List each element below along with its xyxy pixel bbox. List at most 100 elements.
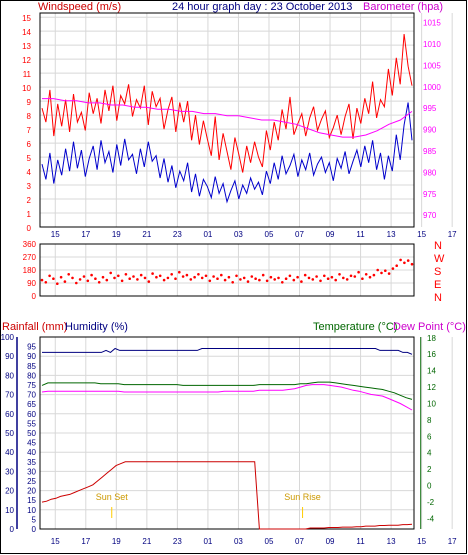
sun-annotations: Sun Set Sun Rise [96, 492, 321, 518]
barometer-tick-label: 980 [423, 168, 437, 177]
direction-point [71, 276, 74, 280]
direction-point [403, 261, 406, 265]
barometer-tick-label: 970 [423, 211, 437, 220]
barometer-axis-label: Barometer (hpa) [363, 1, 443, 13]
direction-point [372, 273, 376, 277]
barometer-tick-label: 975 [423, 190, 437, 199]
compass-label: S [434, 266, 441, 278]
direction-point [231, 281, 234, 284]
direction-point [200, 276, 204, 280]
humidity-tick-label: 60 [5, 410, 14, 419]
direction-point [78, 278, 82, 281]
direction-point [162, 278, 166, 282]
rain-tick-label: 20 [27, 487, 36, 496]
direction-point [399, 258, 402, 262]
direction-point [67, 273, 70, 276]
humidity-axis-label: Humidity (%) [65, 321, 128, 333]
direction-point [52, 277, 55, 281]
direction-point [311, 278, 315, 281]
wind-x-tick-label: 09 [326, 230, 335, 239]
humidity-tick-label: 30 [5, 467, 14, 476]
direction-point [208, 279, 212, 283]
rain-x-tick-label: 17 [81, 537, 90, 546]
compass-label: N [434, 240, 442, 252]
rain-tick-label: 85 [27, 362, 36, 371]
direction-plot-area [39, 243, 415, 297]
temperature-axis-label: Temperature (°C) [313, 321, 397, 333]
direction-point [97, 281, 101, 284]
rain-plot-area [39, 336, 415, 530]
direction-point [353, 275, 357, 278]
wind-tick-label: 5 [27, 154, 32, 163]
rain-tick-label: 15 [27, 496, 36, 505]
direction-point [239, 278, 242, 281]
direction-point [151, 272, 154, 275]
wind-x-tick-label: 01 [203, 230, 212, 239]
rain-tick-label: 45 [27, 439, 36, 448]
rain-series [41, 347, 413, 530]
direction-point [128, 277, 131, 281]
direction-point [364, 273, 368, 276]
barometer-tick-label: 1015 [423, 19, 441, 28]
direction-point [124, 273, 128, 276]
direction-point [216, 277, 219, 281]
direction-point [330, 275, 334, 279]
dewpoint-axis-label: Dew Point (°C) [393, 321, 466, 333]
direction-tick-label: 180 [23, 266, 37, 275]
direction-point [136, 278, 139, 281]
direction-point [235, 274, 238, 278]
direction-tick-labels: 0 90 180 270 360 [23, 240, 37, 301]
rain-x-tick-label: 17 [448, 537, 457, 546]
rain-tick-label: 60 [27, 410, 36, 419]
direction-point [376, 268, 380, 272]
barometer-tick-label: 990 [423, 126, 437, 135]
direction-point [193, 275, 196, 279]
direction-point [48, 274, 51, 278]
dewpoint-line [41, 384, 413, 411]
chart-title: 24 hour graph day : 23 October 2013 [172, 1, 352, 13]
rain-x-tick-label: 15 [417, 537, 426, 546]
humidity-tick-label: 50 [5, 429, 14, 438]
direction-point [212, 275, 215, 278]
direction-point [109, 271, 112, 275]
direction-tick-label: 0 [32, 292, 37, 301]
direction-point [197, 273, 200, 276]
direction-point [166, 276, 170, 280]
direction-point [269, 275, 273, 279]
temperature-line [41, 381, 413, 400]
direction-point [323, 274, 326, 278]
rain-tick-label: 90 [27, 352, 36, 361]
rain-tick-label: 35 [27, 458, 36, 467]
direction-point [300, 280, 303, 283]
direction-point [189, 278, 193, 281]
wind-x-tick-label: 21 [142, 230, 151, 239]
wind-tick-label: 15 [22, 14, 31, 23]
direction-point [391, 267, 395, 270]
rain-tick-label: 25 [27, 477, 36, 486]
wind-series [41, 33, 413, 204]
direction-point [357, 270, 360, 274]
rain-x-tick-label: 07 [295, 537, 304, 546]
rain-x-tick-label: 23 [173, 537, 182, 546]
rain-tick-label: 95 [27, 343, 36, 352]
wind-tick-label: 0 [27, 224, 32, 233]
direction-point [284, 277, 288, 281]
direction-point [86, 279, 90, 283]
direction-point [117, 274, 120, 278]
humidity-tick-label: 10 [5, 506, 14, 515]
direction-point [342, 276, 345, 280]
sun-annotation-label: Sun Rise [284, 492, 321, 502]
humidity-tick-label: 80 [5, 371, 14, 380]
direction-point [338, 273, 341, 276]
wind-tick-label: 8 [27, 112, 32, 121]
direction-point [242, 276, 246, 280]
direction-point [101, 275, 105, 279]
rain-x-tick-label: 09 [326, 537, 335, 546]
rain-x-tick-label: 21 [142, 537, 151, 546]
rain-tick-label: 70 [27, 391, 36, 400]
direction-point [113, 276, 116, 280]
wind-barometer-panel: Windspeed (m/s) 24 hour graph day : 23 O… [22, 1, 457, 239]
